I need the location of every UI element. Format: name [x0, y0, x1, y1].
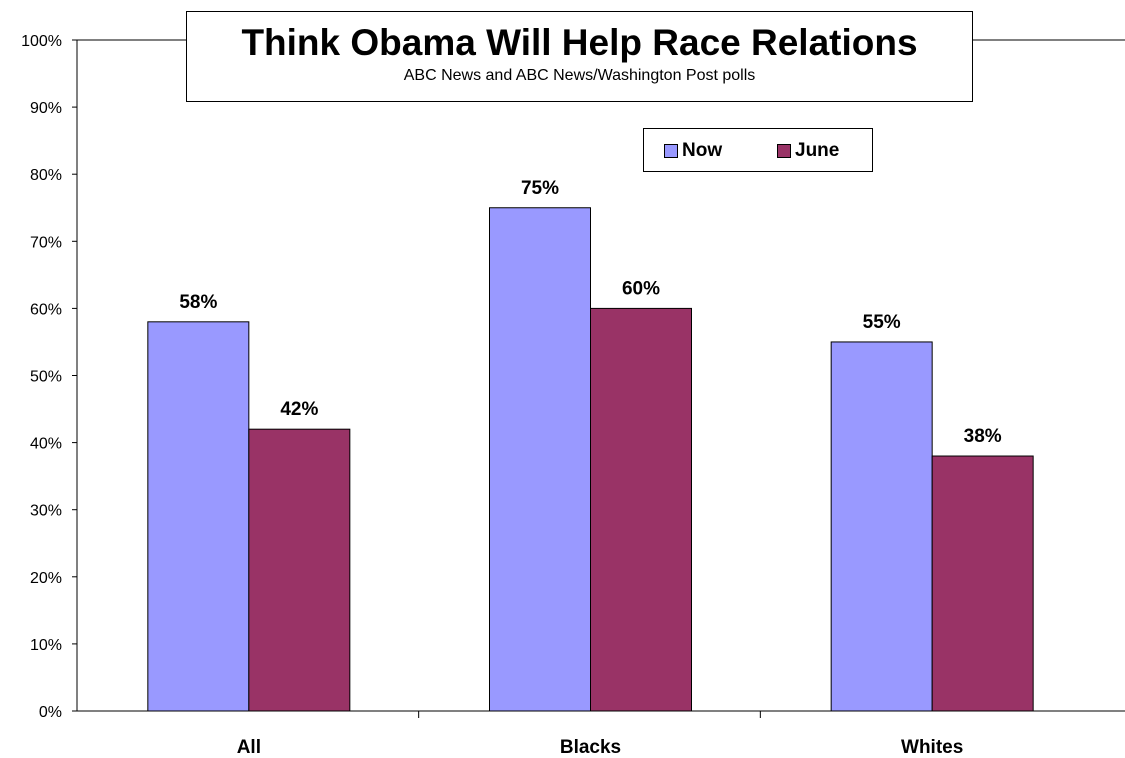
data-label: 58%: [179, 292, 217, 313]
y-tick-label: 90%: [30, 100, 62, 117]
data-label: 55%: [863, 312, 901, 333]
y-tick-label: 10%: [30, 637, 62, 654]
bar-june-whites: [931, 455, 1034, 712]
y-tick-label: 80%: [30, 167, 62, 184]
legend-swatch-june: [777, 144, 791, 158]
y-tick-label: 20%: [30, 570, 62, 587]
bar-now-all: [147, 321, 250, 712]
legend-label-june: June: [795, 140, 840, 161]
chart-title: Think Obama Will Help Race Relations: [241, 22, 918, 63]
bar-now-whites: [830, 341, 933, 712]
legend-swatch-now: [664, 144, 678, 158]
chart-title-box: Think Obama Will Help Race Relations ABC…: [186, 11, 973, 102]
data-label: 60%: [622, 278, 660, 299]
bar-now-blacks: [489, 207, 591, 712]
x-tick-label: Whites: [901, 737, 963, 758]
chart-subtitle: ABC News and ABC News/Washington Post po…: [403, 67, 756, 84]
y-tick-label: 60%: [30, 301, 62, 318]
y-tick-label: 30%: [30, 503, 62, 520]
bar-june-all: [248, 428, 351, 712]
y-tick-label: 0%: [39, 704, 62, 721]
y-tick-label: 50%: [30, 369, 62, 386]
legend-item-june: June: [777, 140, 840, 161]
data-label: 75%: [521, 178, 559, 199]
data-label: 38%: [964, 426, 1002, 447]
y-tick-label: 70%: [30, 234, 62, 251]
y-tick-label: 40%: [30, 436, 62, 453]
data-label: 42%: [280, 399, 318, 420]
y-tick-label: 100%: [21, 33, 62, 50]
chart-data-labels: 58% 42% 75% 60% 55% 38%: [179, 178, 1001, 447]
legend-label-now: Now: [682, 140, 723, 161]
bar-june-blacks: [590, 307, 692, 712]
chart-axes: 0% 10% 20% 30% 40% 50% 60% 70% 80% 90% 100% All Blac…: [21, 33, 1125, 758]
legend-item-now: Now: [664, 140, 723, 161]
chart-legend: Now June: [643, 128, 873, 172]
x-tick-label: All: [237, 737, 261, 758]
x-tick-label: Blacks: [560, 737, 621, 758]
chart-bars: [147, 207, 1034, 712]
